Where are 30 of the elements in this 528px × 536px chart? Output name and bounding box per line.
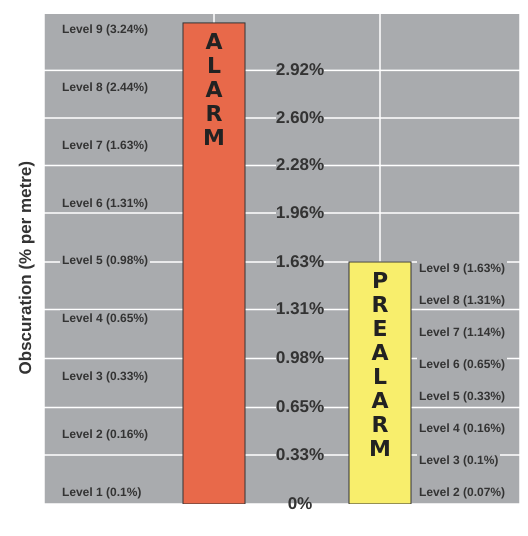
annotation: Level 1 (0.1%) (60, 484, 144, 500)
y-tick-label: 1.96% (276, 202, 324, 222)
y-tick-label: 2.92% (276, 60, 324, 80)
annotation: Level 5 (0.33%) (417, 388, 508, 404)
annotation: Level 4 (0.16%) (417, 420, 508, 436)
annotation: Level 2 (0.07%) (417, 484, 508, 500)
y-tick-label: 2.28% (276, 155, 324, 174)
annotation: Level 3 (0.33%) (60, 368, 150, 384)
annotation: Level 8 (2.44%) (60, 78, 150, 95)
annotation: Level 7 (1.63%) (60, 136, 150, 153)
annotation: Level 5 (0.98%) (60, 252, 150, 268)
annotation: Level 6 (0.65%) (417, 356, 508, 372)
annotation: Level 9 (3.24%) (60, 20, 150, 37)
y-tick-label: 1.63% (276, 252, 324, 271)
y-tick-label: 0.33% (276, 445, 324, 464)
annotation: Level 8 (1.31%) (417, 292, 508, 308)
annotation: Level 7 (1.14%) (417, 324, 508, 340)
y-tick-label: 2.60% (276, 108, 324, 127)
annotation: Level 9 (1.63%) (417, 260, 508, 276)
annotation: Level 3 (0.1%) (417, 452, 500, 468)
x-tick-label: PREALARM (369, 268, 391, 462)
annotation: Level 4 (0.65%) (60, 310, 150, 326)
x-tick-label: ALARM (203, 30, 225, 151)
y-tick-label: 0.65% (276, 397, 324, 416)
annotation: Level 6 (1.31%) (60, 194, 150, 211)
y-tick-label: 0.98% (276, 348, 324, 368)
y-axis-title: Obscuration (% per metre) (16, 161, 36, 375)
y-tick-label: 1.31% (276, 299, 324, 318)
y-tick-label: 0% (288, 494, 312, 513)
annotation: Level 2 (0.16%) (60, 426, 150, 442)
